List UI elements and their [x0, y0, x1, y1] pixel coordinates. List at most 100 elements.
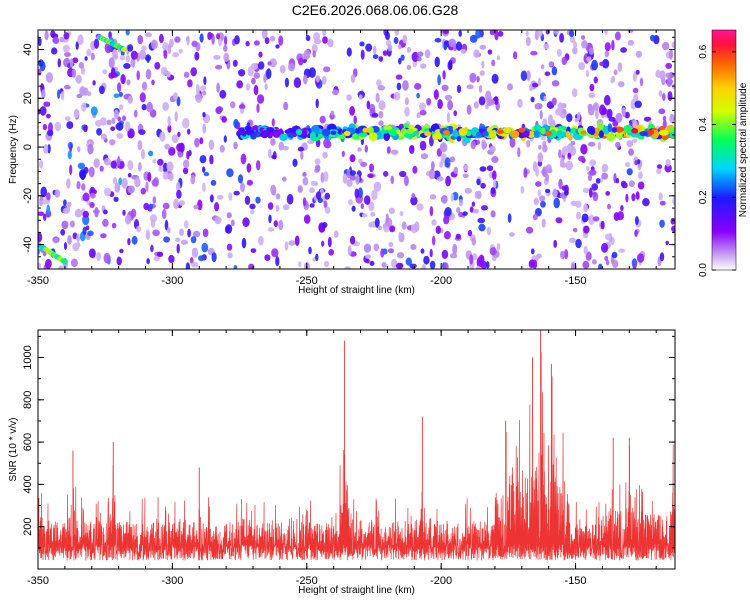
heatmap-cell	[613, 69, 618, 76]
y-tick-label: 600	[22, 433, 34, 451]
heatmap-cell	[57, 89, 61, 99]
heatmap-cell	[75, 41, 79, 50]
heatmap-cell	[591, 259, 597, 265]
heatmap-cell	[419, 102, 426, 111]
heatmap-cell	[102, 218, 109, 227]
heatmap-cell	[64, 116, 71, 121]
heatmap-band-cell	[623, 124, 633, 133]
x-tick-label: -200	[430, 275, 452, 287]
heatmap-cell	[486, 165, 494, 172]
heatmap-band-cell	[250, 126, 260, 130]
heatmap-cell	[313, 32, 321, 41]
heatmap-cell	[84, 56, 88, 61]
heatmap-cell	[535, 166, 539, 177]
heatmap-cell	[662, 93, 666, 101]
heatmap-cell	[346, 168, 352, 179]
heatmap-cell	[385, 213, 389, 224]
heatmap-cell	[551, 66, 558, 76]
heatmap-cell	[131, 235, 138, 245]
heatmap-cell	[471, 201, 476, 207]
heatmap-cell	[203, 76, 207, 86]
y-tick-label: -20	[22, 188, 34, 204]
heatmap-cell	[589, 159, 597, 166]
heatmap-cell	[202, 228, 209, 238]
heatmap-cell	[478, 223, 486, 232]
heatmap-cell	[542, 144, 548, 153]
heatmap-cell	[476, 139, 481, 145]
heatmap-cell	[246, 163, 252, 173]
x-axis-label: Height of straight line (km)	[298, 585, 415, 596]
heatmap-cell	[486, 226, 492, 236]
snr-frame	[37, 329, 676, 570]
heatmap-cell	[669, 113, 675, 124]
heatmap-cell	[120, 74, 126, 85]
heatmap-cell	[424, 49, 431, 59]
heatmap-cell	[77, 162, 86, 170]
heatmap-band-cell	[503, 127, 512, 134]
heatmap-cell	[620, 205, 624, 212]
heatmap-cell	[47, 129, 54, 137]
heatmap-cell	[349, 170, 356, 176]
heatmap-cell	[255, 196, 261, 204]
heatmap-band-cell	[321, 128, 331, 137]
heatmap-cell	[391, 258, 398, 269]
heatmap-cell	[437, 74, 441, 86]
heatmap-band-cell	[639, 131, 649, 137]
heatmap-cell	[491, 73, 499, 84]
heatmap-cell	[355, 174, 360, 185]
heatmap-cell	[491, 156, 499, 163]
heatmap-cell	[69, 164, 73, 176]
heatmap-cell	[444, 94, 453, 101]
heatmap-band-cell	[638, 135, 645, 140]
heatmap-cell	[223, 135, 227, 143]
heatmap-cell	[615, 141, 621, 148]
heatmap-cell	[238, 69, 246, 77]
heatmap-cell	[96, 128, 103, 136]
heatmap-cell	[82, 226, 87, 236]
heatmap-cell	[520, 186, 525, 194]
heatmap-cell	[116, 256, 122, 266]
heatmap-cell	[544, 188, 551, 194]
heatmap-cell	[394, 30, 400, 36]
heatmap-cell	[233, 141, 238, 150]
heatmap-cell	[199, 137, 204, 145]
heatmap-cell	[599, 61, 605, 67]
heatmap-cell	[78, 62, 85, 69]
heatmap-cell	[587, 141, 596, 147]
heatmap-cell	[64, 52, 71, 57]
snr-series	[38, 330, 675, 561]
heatmap-cell	[89, 202, 95, 208]
heatmap-cell	[600, 220, 605, 230]
heatmap-cell	[463, 164, 469, 171]
heatmap-hotspot	[496, 129, 504, 135]
heatmap-cell	[264, 37, 270, 45]
heatmap-cell	[362, 213, 368, 218]
heatmap-cell	[210, 179, 217, 186]
y-tick-label: 20	[22, 92, 34, 104]
heatmap-cell	[388, 207, 395, 215]
heatmap-band-cell	[403, 123, 410, 128]
heatmap-cell	[456, 84, 462, 94]
heatmap-cell	[583, 203, 588, 213]
heatmap-band-cell	[598, 130, 604, 138]
heatmap-cell	[634, 160, 638, 166]
heatmap-cell	[137, 140, 143, 151]
heatmap-cell	[309, 203, 315, 208]
heatmap-cell	[556, 48, 562, 57]
heatmap-cell	[270, 138, 276, 146]
heatmap-cell	[436, 176, 444, 182]
heatmap-cell	[106, 119, 112, 126]
heatmap-cell	[637, 181, 645, 190]
heatmap-cell	[583, 245, 588, 255]
heatmap-cell	[117, 156, 121, 167]
heatmap-cell	[321, 222, 328, 228]
heatmap-cell	[137, 35, 144, 45]
heatmap-cell	[460, 48, 467, 55]
heatmap-cell	[38, 68, 42, 76]
heatmap-cell	[658, 192, 663, 201]
heatmap-cell	[202, 123, 207, 134]
heatmap-cell	[385, 31, 390, 41]
heatmap-cell	[419, 63, 427, 69]
heatmap-cell	[82, 192, 90, 202]
heatmap-cell	[57, 58, 62, 68]
